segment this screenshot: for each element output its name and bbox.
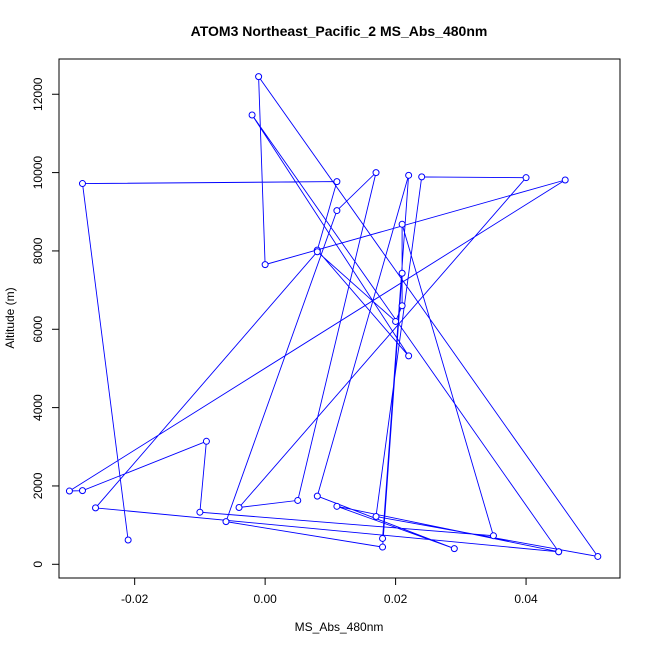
y-axis-label: Altitude (m) [3, 287, 17, 348]
data-point [313, 492, 321, 500]
data-point [202, 437, 210, 445]
x-axis: -0.02 0.00 0.02 0.04 [121, 578, 538, 606]
data-point [333, 207, 341, 215]
series-line [67, 75, 599, 558]
y-tick-label: 4000 [31, 394, 45, 421]
y-tick-label: 8000 [31, 237, 45, 264]
data-point [235, 503, 243, 511]
data-point [222, 518, 230, 526]
data-point [92, 504, 100, 512]
data-point [594, 552, 602, 560]
data-point [405, 171, 413, 179]
data-point [333, 502, 341, 510]
data-point [313, 248, 321, 256]
data-point [255, 73, 263, 81]
chart-title: ATOM3 Northeast_Pacific_2 MS_Abs_480nm [191, 23, 488, 39]
x-tick-label: 0.04 [514, 592, 538, 606]
data-point [196, 508, 204, 516]
data-point [333, 178, 341, 186]
data-point [372, 513, 380, 521]
data-point [398, 220, 406, 228]
data-point [398, 302, 406, 310]
y-tick-label: 2000 [31, 472, 45, 499]
data-point [522, 174, 530, 182]
x-tick-label: 0.02 [384, 592, 408, 606]
data-point [555, 548, 563, 556]
data-point [489, 532, 497, 540]
data-point [294, 496, 302, 504]
x-tick-label: 0.00 [253, 592, 277, 606]
data-point [372, 169, 380, 177]
data-point [261, 261, 269, 269]
y-tick-label: 12000 [31, 77, 45, 111]
data-point [398, 269, 406, 277]
data-point [418, 173, 426, 181]
data-point [78, 487, 86, 495]
data-point [248, 111, 256, 119]
data-point [379, 543, 387, 551]
plot-frame [58, 58, 621, 579]
y-tick-label: 6000 [31, 316, 45, 343]
y-tick-label: 10000 [31, 156, 45, 190]
x-axis-label: MS_Abs_480nm [295, 620, 384, 634]
y-axis: 0 2000 4000 6000 8000 10000 12000 [31, 77, 59, 568]
data-point [392, 317, 400, 325]
data-point [561, 176, 569, 184]
data-point [405, 352, 413, 360]
data-layer [65, 73, 602, 560]
data-point [65, 487, 73, 495]
data-point [124, 536, 132, 544]
y-tick-label: 0 [31, 561, 45, 568]
x-tick-label: -0.02 [121, 592, 149, 606]
data-point [450, 545, 458, 553]
data-point [379, 534, 387, 542]
data-point [78, 180, 86, 188]
